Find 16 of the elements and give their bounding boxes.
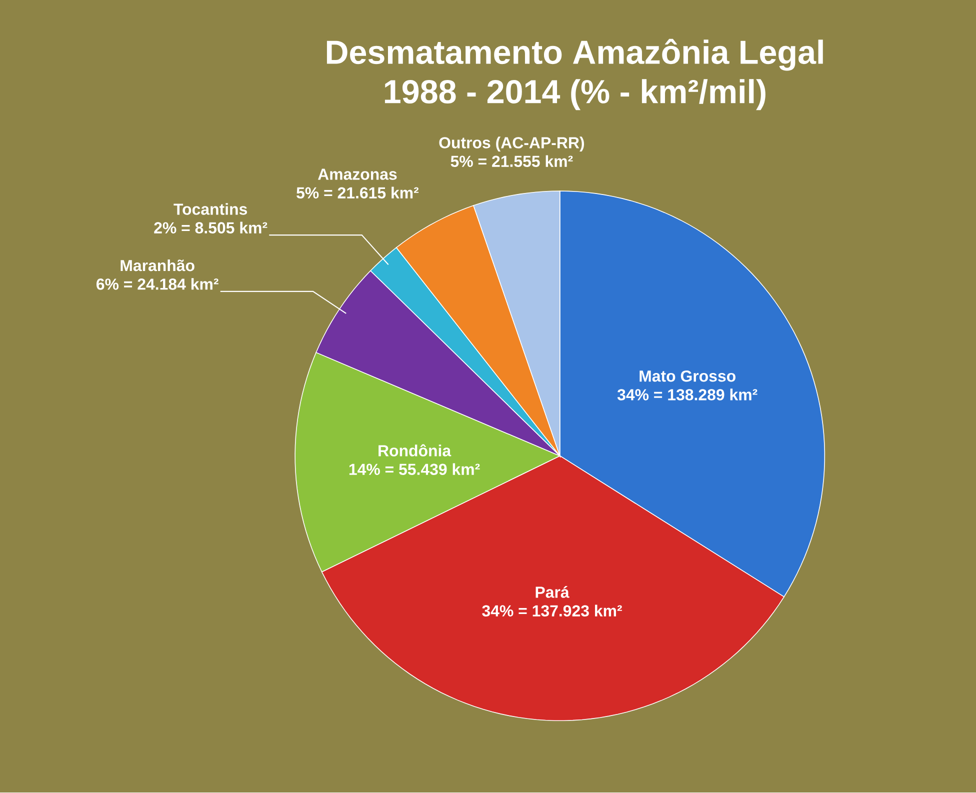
data-label: 14% = 55.439 km² bbox=[349, 464, 480, 476]
chart-title: Desmatamento Amazônia Legal bbox=[326, 39, 823, 72]
data-label: 5% = 21.555 km² bbox=[450, 156, 573, 168]
slice-label: Maranhão bbox=[120, 260, 194, 272]
data-label: 5% = 21.615 km² bbox=[296, 187, 419, 199]
data-label: 6% = 24.184 km² bbox=[96, 278, 218, 290]
slice-label: Mato Grosso bbox=[640, 370, 736, 382]
data-label: 34% = 138.289 km² bbox=[617, 388, 758, 401]
data-label: 34% = 137.923 km² bbox=[482, 605, 622, 617]
slice-label: Pará bbox=[536, 586, 570, 598]
slice-label: Outros (AC-AP-RR) bbox=[439, 136, 584, 152]
chart-subtitle: 1988 - 2014 (% - km²/mil) bbox=[384, 79, 766, 110]
slice-label: Amazonas bbox=[318, 168, 397, 180]
slice-label: Rondônia bbox=[378, 444, 452, 457]
slice-label: Tocantins bbox=[174, 203, 247, 216]
data-label: 2% = 8.505 km² bbox=[154, 222, 268, 234]
